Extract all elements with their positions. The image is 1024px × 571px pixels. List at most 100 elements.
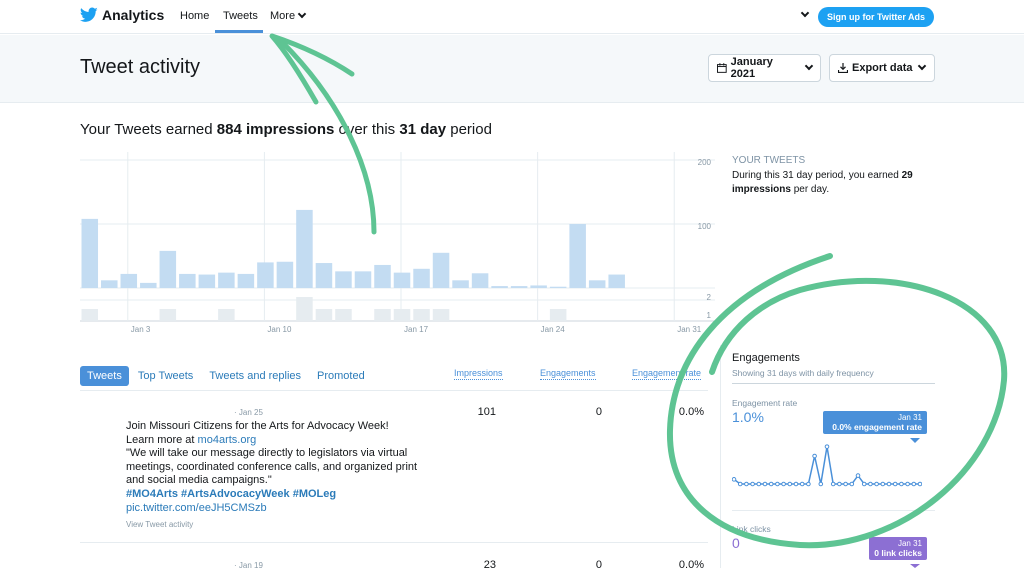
brand[interactable]: Analytics: [80, 7, 164, 23]
side-text-prefix: During this 31 day period, you earned: [732, 170, 902, 181]
rate-point: [868, 481, 873, 487]
side-text-value: 29 impressions: [732, 170, 913, 195]
chevron-down-icon: [800, 8, 810, 18]
impressions-summary: Your Tweets earned 884 impressions over …: [80, 121, 492, 138]
impression-bar: [179, 273, 196, 288]
rate-line: [733, 446, 920, 485]
engagement-bar: [159, 309, 177, 321]
engagement-bar: [335, 309, 352, 321]
date-range-button[interactable]: January 2021: [708, 54, 821, 82]
tab-tweets[interactable]: Tweets: [80, 366, 129, 386]
account-menu[interactable]: [798, 8, 810, 21]
your-tweets-title: YOUR TWEETS: [732, 155, 806, 166]
impression-bar: [81, 218, 99, 288]
tweet-hashtags[interactable]: #MO4Arts #ArtsAdvocacyWeek #MOLeg: [126, 487, 337, 500]
rate-point: [837, 481, 842, 487]
impression-bar: [335, 271, 352, 288]
column-divider: [720, 345, 721, 568]
impression-bar: [198, 274, 216, 288]
tooltip-date: Jan 31: [897, 413, 922, 422]
impression-bar: [354, 271, 372, 288]
summary-period: 31 day: [399, 121, 447, 138]
impression-bar: [413, 268, 430, 288]
impression-bar: [491, 286, 508, 288]
rate-point: [799, 481, 805, 487]
engagements-subtitle: Showing 31 days with daily frequency: [732, 368, 874, 378]
rate-point: [787, 481, 793, 487]
export-data-button[interactable]: Export data: [829, 54, 935, 82]
tweet-tabs: Tweets Top Tweets Tweets and replies Pro…: [80, 362, 381, 390]
rate-point: [917, 481, 922, 487]
export-label: Export data: [852, 62, 913, 74]
rate-point: [732, 477, 737, 482]
tweet-engagements: 0: [595, 406, 602, 418]
engagement-bar: [549, 309, 567, 321]
tweet-link[interactable]: mo4arts.org: [197, 433, 257, 446]
engagement-rate-value: 1.0%: [732, 409, 764, 425]
engagement-rate-label: Engagement rate: [732, 398, 798, 408]
rate-point: [793, 481, 799, 487]
calendar-icon: [717, 63, 727, 73]
column-engagements[interactable]: Engagements: [540, 368, 596, 380]
impression-bar: [276, 261, 294, 288]
link-clicks-value: 0: [732, 535, 740, 551]
y-tick-label: 100: [698, 222, 712, 231]
tweet-text: Join Missouri Citizens for the Arts for …: [126, 420, 426, 515]
engagement-bar: [296, 297, 313, 321]
engagements-divider: [732, 383, 935, 384]
tweet-date: · Jan 25: [234, 408, 263, 417]
nav-tweets[interactable]: Tweets: [223, 10, 258, 22]
tab-top-tweets[interactable]: Top Tweets: [137, 370, 194, 382]
summary-suffix: period: [446, 121, 492, 138]
chevron-down-icon: [917, 61, 926, 71]
tweet-engagement-rate: 0.0%: [678, 559, 704, 571]
rate-point: [855, 473, 861, 478]
impression-bar: [101, 280, 118, 288]
rate-point: [818, 481, 824, 487]
rate-point: [775, 481, 780, 487]
tab-promoted[interactable]: Promoted: [317, 370, 365, 382]
engagement-rate-tooltip: Jan 31 0.0% engagement rate: [823, 411, 927, 434]
nav-more[interactable]: More: [270, 9, 307, 22]
tweet-pic-link[interactable]: pic.twitter.com/eeJH5CMSzb: [126, 501, 267, 514]
link-clicks-tooltip: Jan 31 0 link clicks: [869, 537, 927, 560]
page-title: Tweet activity: [80, 56, 201, 78]
rate-point: [874, 481, 879, 487]
summary-impressions: 884 impressions: [216, 121, 335, 138]
rate-point: [762, 481, 768, 487]
rate-point: [806, 481, 811, 487]
rate-point: [843, 481, 848, 487]
rate-point: [768, 481, 774, 487]
engagements-title: Engagements: [732, 352, 800, 364]
x-tick-label: Jan 17: [404, 325, 429, 334]
impression-bar: [549, 286, 567, 288]
tooltip-text: 0.0% engagement rate: [832, 422, 922, 432]
rate-point: [756, 481, 762, 487]
engagement-bar: [315, 309, 333, 321]
tweet-engagement-rate: 0.0%: [678, 406, 704, 418]
brand-title: Analytics: [102, 7, 165, 23]
your-tweets-text: During this 31 day period, you earned 29…: [732, 169, 932, 197]
engagement-bar: [81, 309, 99, 321]
impression-bar: [257, 262, 274, 288]
impression-bar: [510, 286, 528, 288]
tooltip-text: 0 link clicks: [874, 548, 922, 558]
nav-home[interactable]: Home: [180, 10, 210, 22]
impression-bar: [530, 285, 547, 288]
engagement-bar: [413, 309, 430, 321]
engagement-rate-chart: [732, 444, 922, 487]
rate-point: [824, 444, 830, 449]
x-tick-label: Jan 24: [541, 325, 566, 334]
column-impressions[interactable]: Impressions: [454, 368, 503, 380]
column-engagement-rate[interactable]: Engagement rate: [632, 368, 702, 380]
tab-tweets-and-replies[interactable]: Tweets and replies: [209, 370, 302, 382]
tweet-line2: Learn more at mo4arts.org: [126, 434, 426, 448]
impression-bar: [159, 250, 177, 288]
ads-signup-button[interactable]: Sign up for Twitter Ads: [818, 7, 934, 27]
engagement-bar: [374, 309, 391, 321]
rate-point: [750, 481, 755, 487]
view-tweet-activity-link[interactable]: View Tweet activity: [126, 520, 194, 529]
impression-bar: [140, 282, 157, 288]
y-tick-label: 1: [707, 311, 712, 320]
rate-point: [880, 481, 886, 487]
